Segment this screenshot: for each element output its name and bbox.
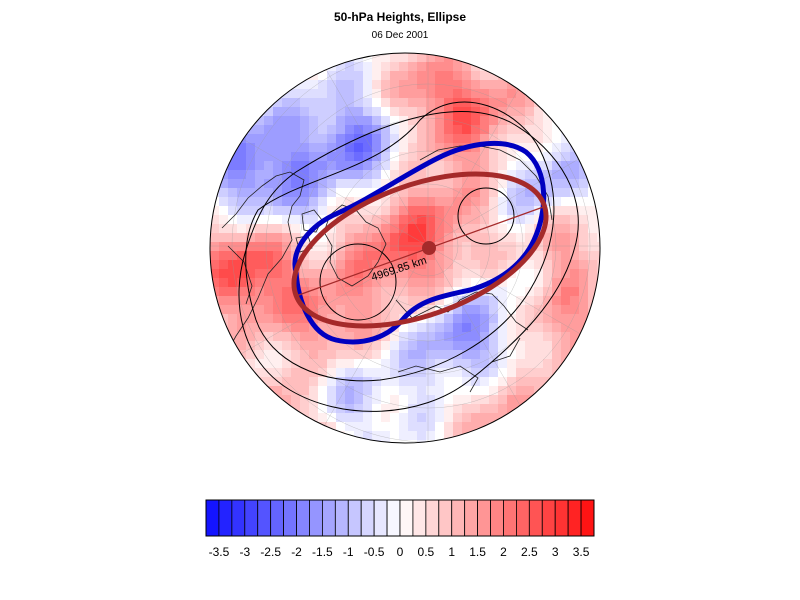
- colorbar-box: [399, 499, 414, 537]
- colorbar-box: [283, 499, 297, 537]
- colorbar-tick-label: -1: [343, 545, 354, 559]
- colorbar-frame: [205, 499, 595, 537]
- colorbar-box: [438, 499, 453, 537]
- colorbar-box: [270, 499, 285, 537]
- colorbar-tick-label: 3.5: [573, 545, 590, 559]
- colorbar-box: [257, 499, 272, 537]
- colorbar-box: [503, 499, 517, 537]
- colorbar-box: [296, 499, 310, 537]
- globe-outline: [209, 52, 601, 444]
- polar-map: 4969.85 km: [209, 52, 601, 444]
- colorbar-box: [451, 499, 466, 537]
- ellipse: [291, 171, 549, 329]
- colorbar-tick-label: 2: [500, 545, 507, 559]
- colorbar-box: [205, 499, 220, 537]
- colorbar-box: [464, 499, 479, 537]
- colorbar-box: [425, 499, 440, 537]
- map-content: 4969.85 km: [210, 53, 600, 443]
- colorbar-box: [580, 499, 595, 537]
- colorbar-box: [309, 499, 323, 537]
- colorbar-box: [334, 499, 349, 537]
- colorbar-box: [321, 499, 336, 537]
- colorbar-box: [218, 499, 233, 537]
- colorbar-box: [567, 499, 582, 537]
- colorbar-box: [554, 499, 569, 537]
- colorbar-tick-label: 1: [448, 545, 455, 559]
- colorbar-tick-label: -3: [239, 545, 250, 559]
- colorbar-tick-label: -3.5: [209, 545, 230, 559]
- colorbar-box: [541, 499, 556, 537]
- colorbar-box: [386, 499, 401, 537]
- colorbar-box: [528, 499, 543, 537]
- colorbar-boxes: [205, 499, 595, 537]
- colorbar-box: [412, 499, 427, 537]
- colorbar-tick-label: 1.5: [469, 545, 486, 559]
- thin-contours: [238, 101, 579, 412]
- colorbar-box: [360, 499, 375, 537]
- colorbar-box: [373, 499, 388, 537]
- colorbar-tick-label: -2: [291, 545, 302, 559]
- colorbar-labels: -3.5 -3 -2.5 -2 -1.5 -1 -0.5 0 0.5 1 1.5 2 2.5 3 3.5: [209, 545, 590, 559]
- map-title: 50-hPa Heights, Ellipse: [333, 10, 467, 24]
- colorbar-tick-label: -2.5: [260, 545, 281, 559]
- colorbar-tick-label: 3: [552, 545, 559, 559]
- map-date: 06 Dec 2001: [371, 30, 429, 41]
- colorbar-box: [347, 499, 362, 537]
- colorbar-box: [516, 499, 530, 537]
- colorbar-tick-label: 2.5: [521, 545, 538, 559]
- colorbar-tick-label: 0: [397, 545, 404, 559]
- colorbar-box: [477, 499, 491, 537]
- colorbar-box: [244, 499, 259, 537]
- colorbar-tick-label: -0.5: [364, 545, 385, 559]
- colorbar-tick-label: 0.5: [418, 545, 435, 559]
- colorbar-box: [231, 499, 246, 537]
- colorbar-tick-label: -1.5: [312, 545, 333, 559]
- blue-contour: [292, 140, 547, 345]
- colorbar-box: [490, 499, 504, 537]
